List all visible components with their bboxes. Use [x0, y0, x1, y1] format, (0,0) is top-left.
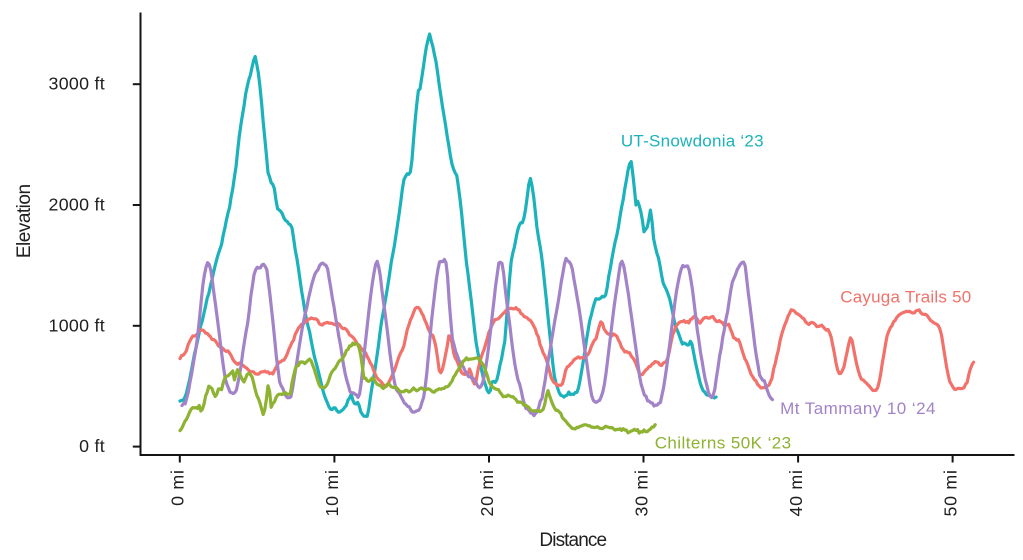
svg-text:Cayuga Trails 50: Cayuga Trails 50: [840, 288, 971, 307]
svg-text:3000 ft: 3000 ft: [49, 74, 105, 94]
svg-text:50 mi: 50 mi: [940, 469, 960, 516]
svg-text:20 mi: 20 mi: [477, 469, 497, 516]
svg-text:40 mi: 40 mi: [786, 469, 806, 516]
svg-text:UT-Snowdonia ‘23: UT-Snowdonia ‘23: [621, 132, 764, 151]
svg-text:1000 ft: 1000 ft: [49, 315, 105, 335]
svg-text:0 mi: 0 mi: [168, 469, 188, 506]
svg-text:2000 ft: 2000 ft: [49, 195, 105, 215]
svg-text:Mt Tammany 10 ‘24: Mt Tammany 10 ‘24: [780, 399, 936, 418]
svg-text:10 mi: 10 mi: [322, 469, 342, 516]
svg-text:Chilterns 50K ‘23: Chilterns 50K ‘23: [655, 434, 792, 453]
svg-text:30 mi: 30 mi: [631, 469, 651, 516]
svg-text:Distance: Distance: [539, 530, 606, 551]
svg-text:Elevation: Elevation: [14, 184, 35, 258]
svg-text:0 ft: 0 ft: [79, 436, 105, 456]
